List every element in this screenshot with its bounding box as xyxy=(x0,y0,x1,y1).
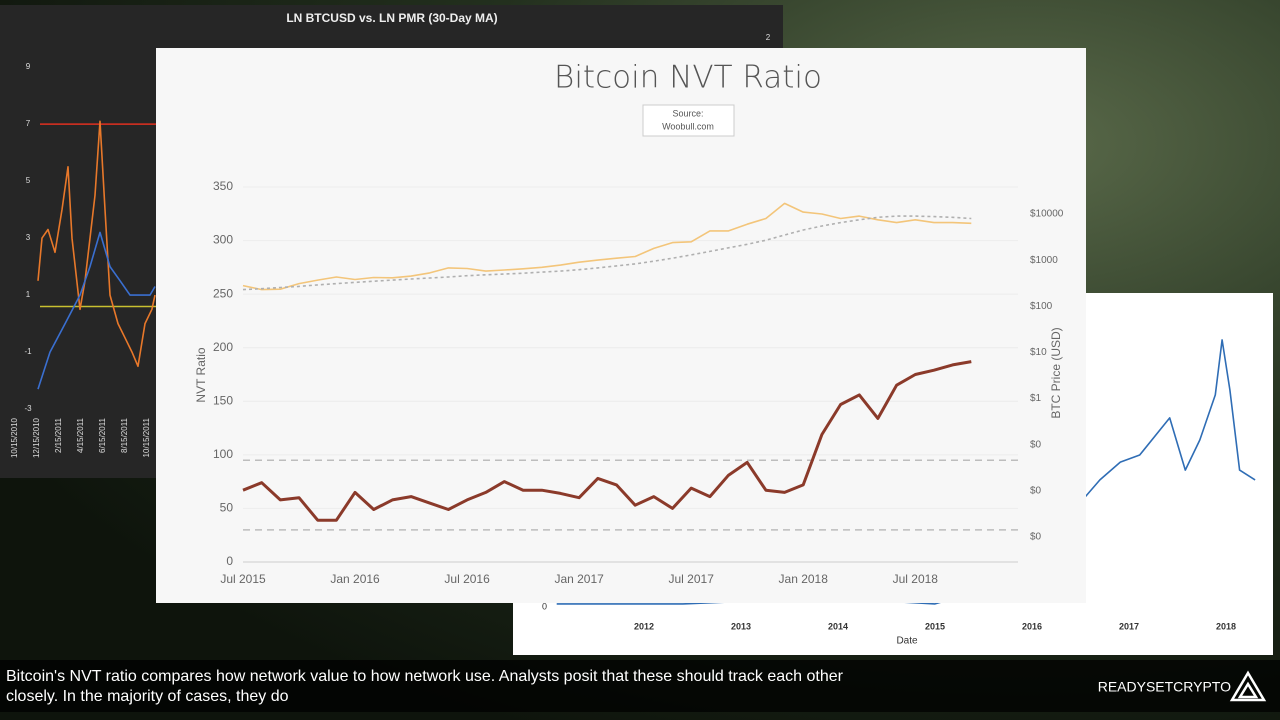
x-tick-label: Jul 2015 xyxy=(220,572,266,586)
x-axis-label: Date xyxy=(896,636,918,647)
x-tick-label: 2012 xyxy=(634,621,654,631)
y2-tick-label: $10000 xyxy=(1030,209,1064,220)
y-tick-label: 350 xyxy=(213,179,233,193)
y-tick-label: 7 xyxy=(26,119,31,128)
source-box xyxy=(642,104,735,137)
x-tick-label: 2015 xyxy=(925,621,945,631)
x-tick-label: 2017 xyxy=(1119,621,1139,631)
source-text: Woobull.com xyxy=(662,121,714,131)
y-tick-label: 1 xyxy=(26,290,31,299)
x-tick-label: 2016 xyxy=(1022,621,1042,631)
series-line xyxy=(37,231,156,390)
y-tick-label: 100 xyxy=(213,447,233,461)
series-line xyxy=(242,202,972,291)
y-tick-label: 50 xyxy=(220,501,234,515)
x-tick-label: 6/15/2011 xyxy=(98,417,107,453)
y2-tick-label: $10 xyxy=(1030,347,1047,358)
y-axis-label: NVT Ratio xyxy=(194,347,208,402)
series-line xyxy=(242,360,972,522)
y-tick-label: 5 xyxy=(26,176,31,185)
x-tick-label: 2014 xyxy=(828,621,848,631)
caption-bar xyxy=(0,660,1280,712)
x-tick-label: 2018 xyxy=(1216,621,1236,631)
x-tick-label: Jan 2018 xyxy=(779,572,829,586)
caption-line: closely. In the majority of cases, they … xyxy=(6,688,289,705)
x-tick-label: Jul 2017 xyxy=(669,572,715,586)
y-tick-label: 3 xyxy=(26,233,31,242)
x-tick-label: Jul 2018 xyxy=(893,572,939,586)
y-tick-label: -1 xyxy=(24,347,32,356)
x-tick-label: Jan 2016 xyxy=(330,572,380,586)
series-line xyxy=(556,339,1256,605)
caption-line: Bitcoin's NVT ratio compares how network… xyxy=(6,668,844,685)
x-tick-label: 10/15/2011 xyxy=(142,417,151,457)
x-tick-label: Jul 2016 xyxy=(444,572,490,586)
x-tick-label: 8/15/2011 xyxy=(120,417,129,453)
y2-tick-label: $1 xyxy=(1030,393,1042,404)
charts: 9 7 5 3 1 -1 -3 2 10/15/2010 12/15/2010 2/15/2011 4… xyxy=(0,5,1273,655)
y2-tick-label: $0 xyxy=(1030,532,1042,543)
y-tick-label: 0 xyxy=(542,601,547,611)
y-tick-label: -3 xyxy=(24,404,32,413)
y2-tick-label: $0 xyxy=(1030,485,1042,496)
y2-tick-label: $1000 xyxy=(1030,255,1058,266)
chart: 0 50 100 150 200 250 300 350 $10000 $1000 $100 $10 $… xyxy=(156,48,1086,603)
chart-panel xyxy=(156,48,1086,603)
y-tick-label: 0 xyxy=(226,554,233,568)
x-tick-label: 10/15/2010 xyxy=(10,417,19,458)
chart-title: Bitcoin NVT Ratio xyxy=(554,60,822,96)
y2-tick-label: 2 xyxy=(766,33,771,42)
chart-title: LN BTCUSD vs. LN PMR (30-Day MA) xyxy=(286,11,497,25)
source-text: Source: xyxy=(672,108,703,118)
y2-axis-label: BTC Price (USD) xyxy=(1049,327,1063,418)
x-tick-label: 4/15/2011 xyxy=(76,417,85,453)
series-line xyxy=(37,120,156,368)
x-tick-label: 2013 xyxy=(731,621,751,631)
series-line xyxy=(242,215,972,291)
y-tick-label: 9 xyxy=(26,62,31,71)
x-tick-label: Jan 2017 xyxy=(554,572,604,586)
y-tick-label: 250 xyxy=(213,286,233,300)
y-tick-label: 200 xyxy=(213,340,233,354)
x-tick-label: 12/15/2010 xyxy=(32,417,41,458)
x-tick-label: 2/15/2011 xyxy=(54,417,63,453)
y-tick-label: 300 xyxy=(213,233,233,247)
y-tick-label: 150 xyxy=(213,393,233,407)
y2-tick-label: $100 xyxy=(1030,301,1053,312)
brand-logo xyxy=(1229,670,1267,702)
y2-tick-label: $0 xyxy=(1030,439,1042,450)
brand: READYSETCRYPTO xyxy=(1098,679,1231,695)
